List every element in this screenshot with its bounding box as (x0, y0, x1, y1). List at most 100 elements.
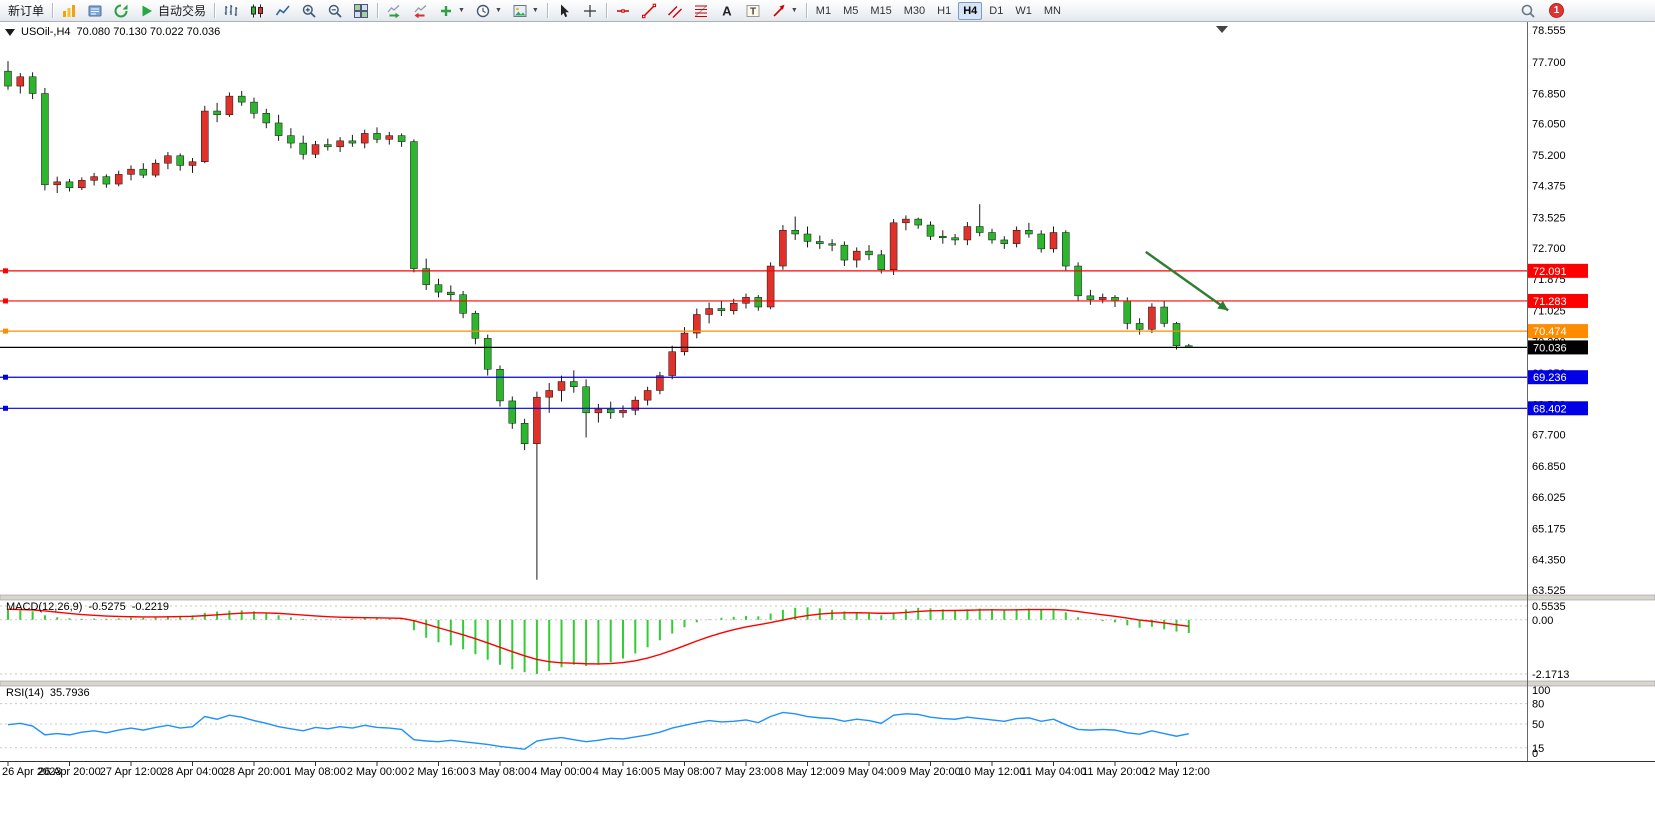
templates-button[interactable]: ▼ (507, 1, 544, 21)
text-button[interactable]: A (714, 1, 740, 21)
line-chart-icon (275, 3, 291, 19)
macd-panel: 0.5535 0.00 -2.1713 (0, 601, 1569, 681)
macd-signal-value: -0.2219 (131, 601, 170, 613)
search-button[interactable] (1515, 1, 1541, 21)
profiles-button[interactable] (82, 1, 108, 21)
timeframe-m30-button[interactable]: M30 (903, 4, 926, 17)
time-axis-label: 4 May 16:00 (593, 766, 654, 778)
time-axis-label: 12 May 12:00 (1143, 766, 1210, 778)
auto-scroll-button[interactable] (381, 1, 407, 21)
tile-windows-icon (353, 3, 369, 19)
periods-button[interactable]: ▼ (470, 1, 507, 21)
autotrading-button[interactable]: 自动交易 (134, 1, 211, 21)
chart-shift-marker[interactable] (1216, 26, 1228, 33)
chart-shift-button[interactable] (407, 1, 433, 21)
timeframe-h1-button[interactable]: H1 (937, 4, 952, 17)
horizontal-line-object[interactable]: 72.091 (0, 263, 1588, 278)
time-axis-label: 11 May 04:00 (1021, 766, 1087, 778)
price-line-label: 72.091 (1533, 266, 1567, 278)
one-click-trading-toggle-icon[interactable] (5, 28, 15, 36)
time-axis-label: 9 May 20:00 (900, 766, 961, 778)
current-price-line[interactable]: 70.036 (0, 340, 1588, 355)
time-axis-label: 27 Apr 12:00 (100, 766, 162, 778)
time-axis-label: 26 Apr 2023 (2, 766, 61, 778)
svg-text:66.850: 66.850 (1532, 461, 1566, 473)
horizontal-line-object[interactable]: 68.402 (0, 401, 1588, 416)
auto-scroll-icon (386, 3, 402, 19)
candlestick-icon (249, 3, 265, 19)
fibonacci-button[interactable] (688, 1, 714, 21)
text-label-button[interactable]: T (740, 1, 766, 21)
new-chart-button[interactable] (56, 1, 82, 21)
price-line-label: 70.474 (1533, 326, 1567, 338)
time-axis-label: 26 Apr 20:00 (38, 766, 100, 778)
timeframe-m5-button[interactable]: M5 (843, 4, 859, 17)
new-order-button-label: 新订单 (8, 4, 45, 18)
price-line-label: 71.283 (1533, 296, 1567, 308)
panel-splitter[interactable] (0, 680, 1655, 687)
new-chart-icon (61, 3, 77, 19)
channel-button[interactable] (662, 1, 688, 21)
macd-indicator-label: MACD(12,26,9) -0.5275 -0.2219 (6, 601, 169, 613)
trendline-button[interactable] (636, 1, 662, 21)
svg-text:78.555: 78.555 (1532, 25, 1566, 37)
price-line-label: 70.036 (1533, 342, 1567, 354)
timeframe-m1-button[interactable]: M1 (815, 4, 832, 17)
price-axis[interactable]: 78.555 77.700 76.850 76.050 75.200 74.375 73.5… (1532, 25, 1566, 597)
svg-text:63.525: 63.525 (1532, 585, 1566, 597)
tile-windows-button[interactable] (348, 1, 374, 21)
zoom-in-icon (301, 3, 317, 19)
toolbar: 新订单 自动交易 ▼ ▼ ▼ A T ▼ M1 M5 M15 M30 H1 H4 D1 W1 MN 1 (0, 0, 1655, 22)
profiles-icon (87, 3, 103, 19)
search-icon (1520, 3, 1536, 19)
timeframe-w1-button[interactable]: W1 (1015, 4, 1032, 17)
timeframe-mn-button[interactable]: MN (1043, 4, 1061, 17)
crosshair-button[interactable] (577, 1, 603, 21)
svg-text:77.700: 77.700 (1532, 57, 1566, 69)
new-order-button[interactable]: 新订单 (3, 1, 49, 21)
rsi-indicator-label: RSI(14) 35.7936 (6, 687, 90, 699)
timeframe-m15-button[interactable]: M15 (870, 4, 892, 17)
svg-text:71.025: 71.025 (1532, 306, 1566, 318)
toolbar-separator (377, 3, 379, 18)
time-axis-label: 9 May 04:00 (839, 766, 900, 778)
cursor-button[interactable] (551, 1, 577, 21)
crosshair-icon (582, 3, 598, 19)
time-axis-label: 8 May 12:00 (777, 766, 838, 778)
time-axis-label: 3 May 08:00 (470, 766, 531, 778)
svg-text:100: 100 (1532, 685, 1550, 697)
trendline-icon (641, 3, 657, 19)
indicators-add-icon (438, 3, 454, 19)
timeframe-h4-button[interactable]: H4 (958, 1, 983, 20)
bar-chart-button[interactable] (218, 1, 244, 21)
indicators-button[interactable]: ▼ (433, 1, 470, 21)
chart-chrome (0, 22, 1655, 762)
refresh-button[interactable] (108, 1, 134, 21)
refresh-icon (113, 3, 129, 19)
notifications-badge[interactable]: 1 (1549, 3, 1564, 18)
trend-arrow-object[interactable] (1145, 250, 1229, 312)
time-axis-label: 11 May 20:00 (1082, 766, 1148, 778)
horizontal-line-object[interactable]: 71.283 (0, 293, 1588, 308)
horizontal-line-object[interactable]: 70.474 (0, 324, 1588, 339)
dropdown-caret-icon: ▼ (531, 7, 539, 14)
arrows-button[interactable]: ▼ (766, 1, 803, 21)
horizontal-line-button[interactable] (610, 1, 636, 21)
candlestick-button[interactable] (244, 1, 270, 21)
cursor-icon (556, 3, 572, 19)
text-icon: A (719, 3, 735, 19)
line-chart-button[interactable] (270, 1, 296, 21)
candlestick-series (4, 61, 1193, 580)
svg-text:67.700: 67.700 (1532, 429, 1566, 441)
zoom-out-button[interactable] (322, 1, 348, 21)
horizontal-line-object[interactable]: 69.236 (0, 370, 1588, 385)
toolbar-separator (52, 3, 54, 18)
svg-text:T: T (750, 6, 756, 17)
time-axis-label: 10 May 12:00 (959, 766, 1026, 778)
svg-text:0.5535: 0.5535 (1532, 601, 1566, 613)
panel-splitter[interactable] (0, 594, 1655, 601)
zoom-in-button[interactable] (296, 1, 322, 21)
timeframe-d1-button[interactable]: D1 (989, 4, 1004, 17)
